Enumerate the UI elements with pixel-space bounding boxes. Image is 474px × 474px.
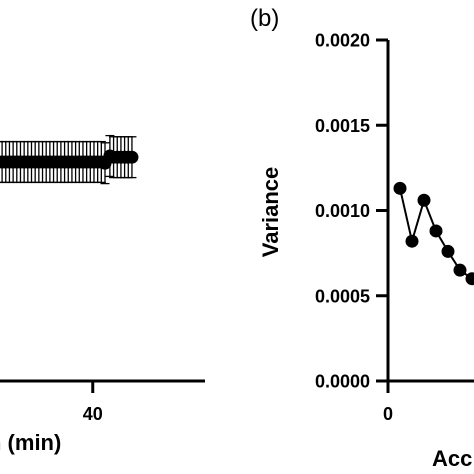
panel-b-point <box>465 272 474 286</box>
panel-a-x-ticks: 40 <box>83 381 103 424</box>
panel-a-x-tick-label: 40 <box>83 404 103 424</box>
panel-b-points <box>393 181 474 286</box>
panel-b-y-tick-label: 0.0015 <box>315 116 370 136</box>
panel-b-y-axis-label: Variance <box>258 167 283 258</box>
panel-b-x-axis-label: Acc <box>432 446 472 471</box>
panel-b-point <box>453 263 467 277</box>
panel-a-point <box>125 150 139 164</box>
panel-b-point <box>429 224 443 238</box>
panel-b-x-tick-label: 0 <box>383 404 393 424</box>
panel-b-point <box>417 193 431 207</box>
panel-b-point <box>393 181 407 195</box>
panel-b-point <box>405 234 419 248</box>
panel-b: (b) 0.0000 0.0005 0.0010 0.0015 0.0020 0 Var… <box>250 5 474 471</box>
panel-a-x-axis-label: n (min) <box>0 430 61 455</box>
panel-b-y-tick-label: 0.0005 <box>315 286 370 306</box>
panel-b-y-tick-label: 0.0020 <box>315 31 370 51</box>
panel-b-point <box>441 244 455 258</box>
panel-b-y-tick-label: 0.0010 <box>315 201 370 221</box>
panel-b-y-tick-label: 0.0000 <box>315 372 370 392</box>
panel-b-y-ticks: 0.0000 0.0005 0.0010 0.0015 0.0020 <box>315 31 388 392</box>
panel-b-label: (b) <box>250 5 279 32</box>
panel-a-points <box>0 149 139 170</box>
panel-b-x-ticks: 0 <box>383 381 393 424</box>
panel-a: 40 n (min) <box>0 134 205 455</box>
